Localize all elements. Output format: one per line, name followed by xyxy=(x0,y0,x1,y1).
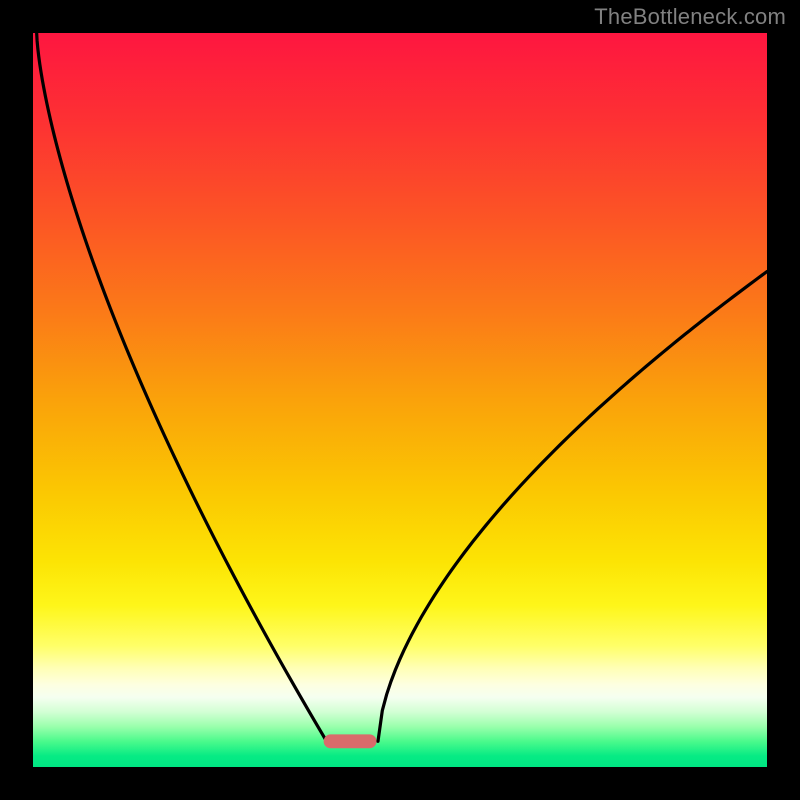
bottleneck-chart xyxy=(0,0,800,800)
optimum-marker xyxy=(324,734,377,748)
watermark-text: TheBottleneck.com xyxy=(594,4,786,30)
chart-container xyxy=(0,0,800,800)
